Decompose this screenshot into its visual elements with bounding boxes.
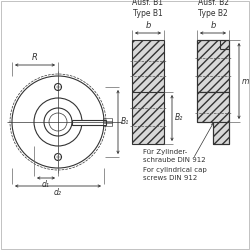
Text: Für Zylinder-
schraube DIN 912: Für Zylinder- schraube DIN 912 — [143, 149, 206, 162]
Text: d₂: d₂ — [54, 188, 62, 197]
Bar — [197, 92, 229, 122]
Text: For cylindrical cap
screws DIN 912: For cylindrical cap screws DIN 912 — [143, 167, 207, 180]
Text: m: m — [242, 76, 250, 86]
Text: d₁: d₁ — [42, 180, 50, 189]
Text: Ausf. B2
Type B2: Ausf. B2 Type B2 — [198, 0, 228, 18]
Bar — [72, 120, 106, 124]
Bar — [132, 40, 164, 144]
Text: b: b — [145, 21, 151, 30]
Bar — [213, 122, 229, 144]
Bar — [197, 40, 229, 92]
Text: R: R — [32, 53, 38, 62]
Text: b: b — [210, 21, 216, 30]
Text: Ausf. B1
Type B1: Ausf. B1 Type B1 — [132, 0, 164, 18]
Text: B₂: B₂ — [175, 114, 183, 122]
Text: B₁: B₁ — [121, 118, 129, 126]
